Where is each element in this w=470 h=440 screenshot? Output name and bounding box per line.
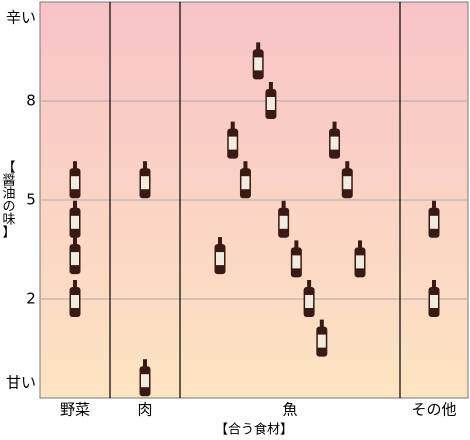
product-bottle <box>139 161 151 199</box>
y-tick-label: 5 <box>26 191 36 209</box>
x-tick-label: 野菜 <box>60 401 90 419</box>
bottle-label <box>71 176 79 190</box>
product-bottle <box>69 200 81 238</box>
bottle-neck <box>332 121 337 130</box>
product-bottle <box>329 121 341 159</box>
product-bottle <box>316 319 328 357</box>
bottle-neck <box>294 240 299 249</box>
bottle-neck <box>345 161 350 170</box>
bottle-neck <box>143 359 147 368</box>
bottle-neck <box>143 161 147 170</box>
y-tick-label: 8 <box>26 92 36 110</box>
bottle-label <box>330 136 339 150</box>
product-bottle <box>214 237 226 275</box>
y-top-label: 辛い <box>6 9 36 27</box>
bottle-neck <box>307 280 312 288</box>
bottle-label <box>356 255 364 269</box>
bottle-neck <box>73 161 77 170</box>
bottle-neck <box>256 42 261 51</box>
bottle-neck <box>73 200 77 209</box>
product-bottle <box>303 280 315 317</box>
bottle-label <box>71 215 79 229</box>
bottle-label <box>241 176 250 190</box>
bottle-neck <box>432 200 436 209</box>
product-bottle <box>239 161 251 199</box>
bottle-label <box>430 295 438 308</box>
y-axis-title: 【醤油の味】 <box>2 160 15 240</box>
product-bottle <box>252 42 264 80</box>
bottle-neck <box>358 240 362 249</box>
bottle-neck <box>243 161 248 170</box>
product-bottle <box>354 240 366 278</box>
bottle-label <box>279 215 288 229</box>
bottle-label <box>430 215 438 229</box>
x-tick-label: 肉 <box>137 401 152 419</box>
x-tick-label: 魚 <box>282 401 297 419</box>
product-bottle <box>69 280 81 317</box>
x-axis-title: 【合う食材】 <box>215 422 293 438</box>
product-bottle <box>290 240 302 278</box>
x-tick-label: その他 <box>411 401 456 419</box>
product-bottle <box>428 200 440 238</box>
bottle-label <box>343 176 352 190</box>
product-bottle <box>341 161 353 199</box>
bottle-neck <box>268 82 273 90</box>
bottle-label <box>266 97 275 110</box>
bottle-label <box>216 252 224 266</box>
bottle-label <box>141 374 149 388</box>
bottle-label <box>141 176 149 190</box>
product-bottle <box>69 161 81 199</box>
bottle-neck <box>73 237 77 246</box>
bottle-neck <box>73 280 77 288</box>
bottle-neck <box>281 200 286 209</box>
product-bottle <box>278 200 290 238</box>
bottle-label <box>228 136 237 150</box>
bottle-label <box>305 295 314 308</box>
bottle-label <box>254 57 263 71</box>
y-tick-label: 2 <box>26 290 36 308</box>
product-bottle <box>69 237 81 275</box>
bottle-neck <box>432 280 436 288</box>
bottle-label <box>71 252 79 266</box>
y-bottom-label: 甘い <box>6 374 36 392</box>
product-bottle <box>428 280 440 317</box>
bottle-neck <box>319 319 324 328</box>
bottle-neck <box>218 237 222 246</box>
product-bottle <box>265 82 277 119</box>
product-bottle <box>139 359 151 397</box>
bottle-label <box>317 334 326 348</box>
bottle-neck <box>230 121 235 130</box>
product-bottle <box>227 121 239 159</box>
bottle-label <box>71 295 79 308</box>
bottle-label <box>292 255 301 269</box>
